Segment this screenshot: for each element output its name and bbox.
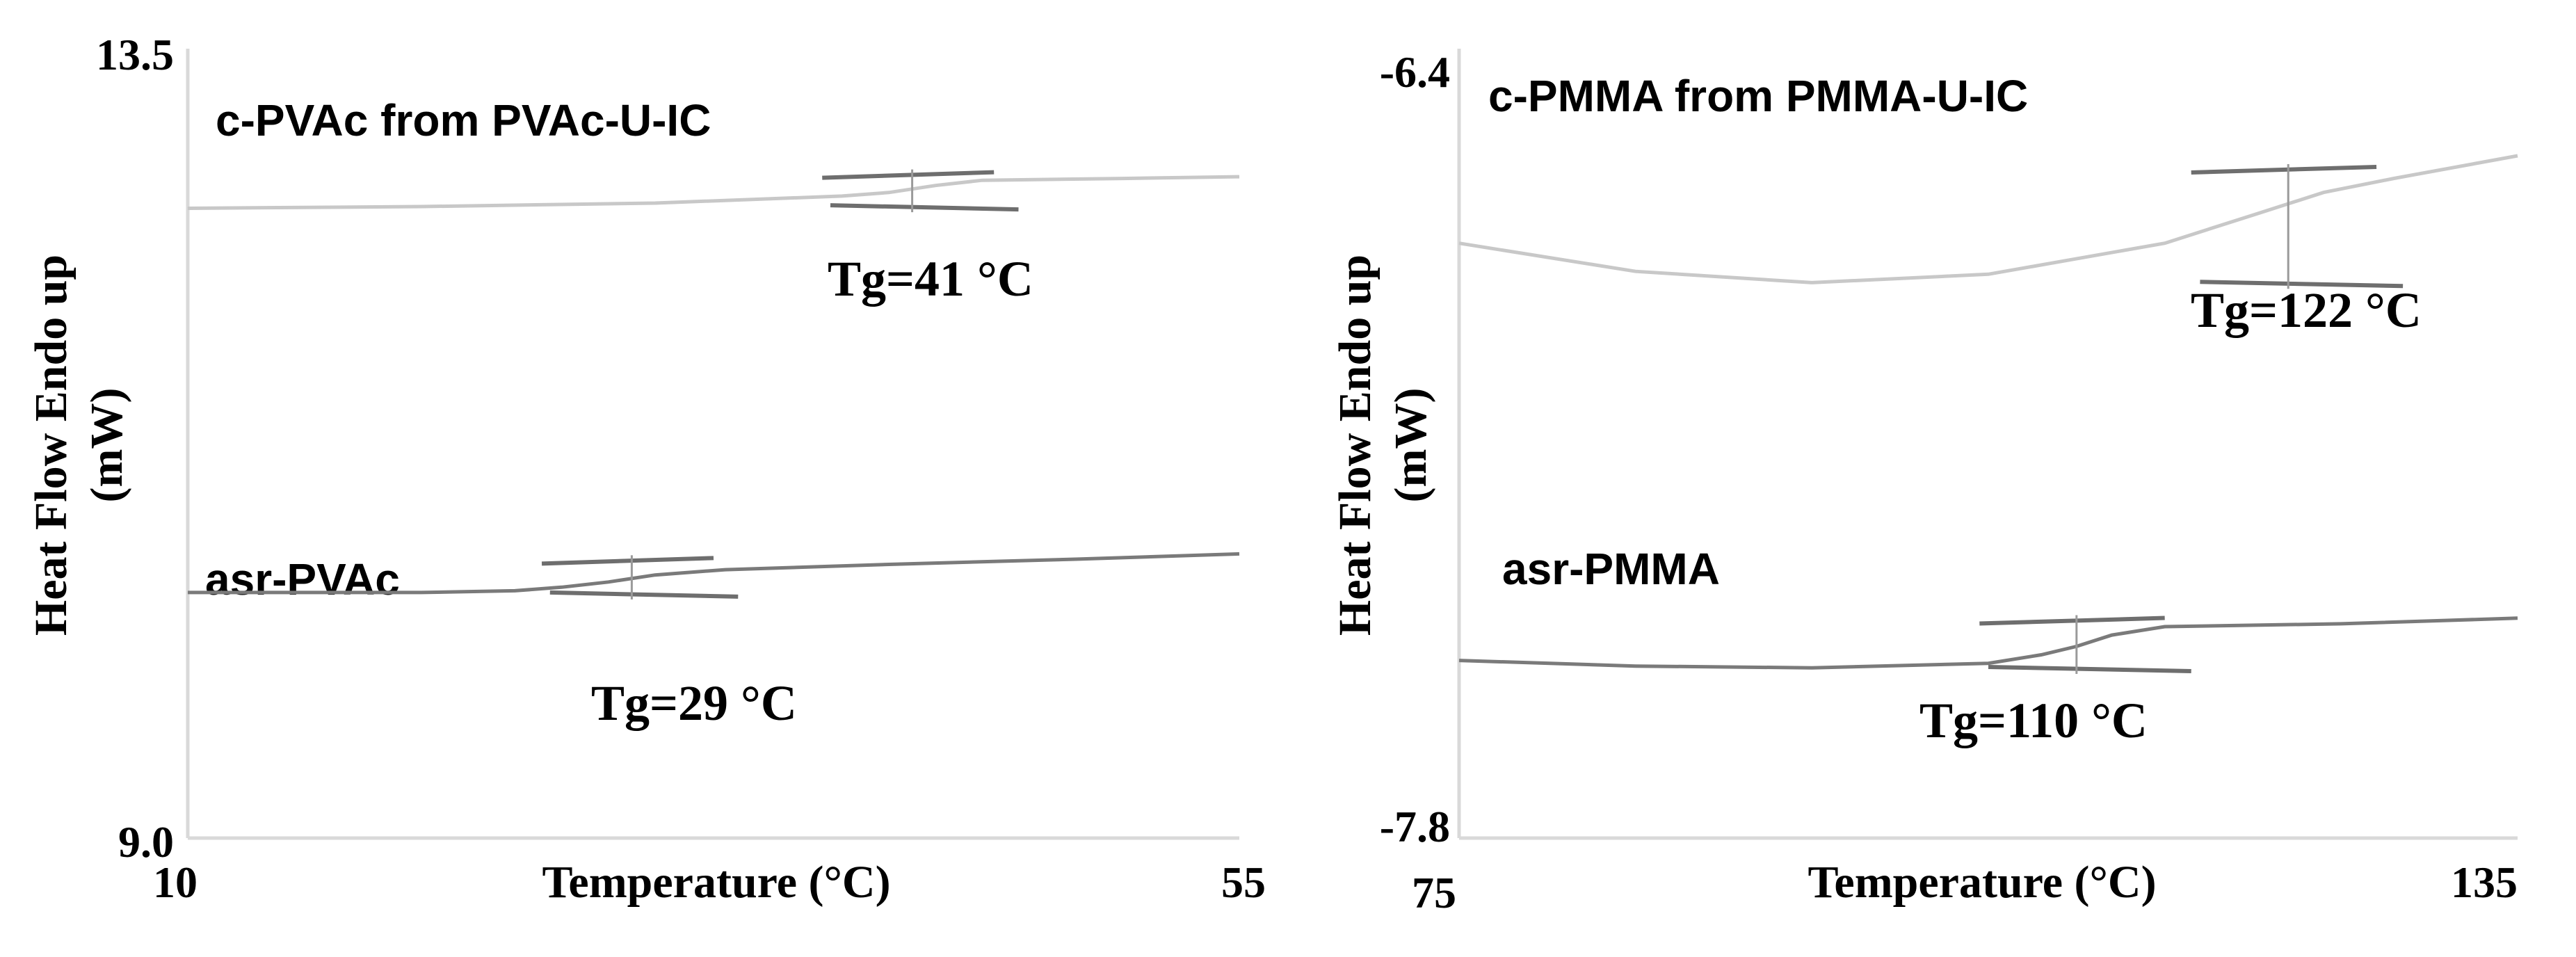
right-series-1-tg: Tg=122 °C [2191,282,2422,338]
right-x-axis-label: Temperature (°C) [1808,857,2156,908]
right-y-axis-unit: (mW) [1385,388,1436,503]
left-x-tick-end: 55 [1221,858,1266,907]
left-series-1-tg-baseline-high [822,170,995,180]
left-series-2-line [188,552,1240,595]
left-series-2-tg-baseline-high [541,556,714,566]
right-series-2-tg: Tg=110 °C [1919,693,2148,748]
left-series-1-tg: Tg=41 °C [828,251,1033,307]
right-series-2-tg-baseline-low [1988,664,2191,673]
panel-right: -6.4 -7.8 75 135 Heat Flow Endo up (mW) … [1330,47,2518,917]
left-series-2-tg: Tg=29 °C [591,675,797,731]
right-series-1-label: c-PMMA from PMMA-U-IC [1488,71,2028,121]
right-series-1-line [1458,154,2518,284]
right-y-tick-bottom: -7.8 [1380,802,1450,851]
left-series-1-line [187,175,1240,210]
right-series-1-tg-baseline-high [2191,164,2377,175]
left-plot-area [187,169,1240,600]
right-series-2-label: asr-PMMA [1502,544,1720,594]
right-y-axis-label: Heat Flow Endo up [1330,255,1380,636]
right-x-tick-start: 75 [1412,868,1456,917]
left-y-tick-bottom: 9.0 [118,817,174,867]
left-series-2-tg-baseline-low [549,590,739,599]
left-x-tick-start: 10 [153,858,198,907]
left-series-1-label: c-PVAc from PVAc-U-IC [216,95,711,145]
panel-left: 13.5 9.0 10 55 Heat Flow Endo up (mW) Te… [26,30,1266,908]
left-y-axis-label: Heat Flow Endo up [26,255,77,636]
right-series-1-tg-baseline-low [2200,280,2404,289]
right-x-tick-end: 135 [2451,858,2518,907]
left-x-axis-label: Temperature (°C) [542,857,890,908]
left-series-1-tg-baseline-low [830,203,1019,212]
right-series-2-line [1458,616,2518,670]
right-y-tick-top: -6.4 [1380,47,1450,97]
left-y-axis-unit: (mW) [81,388,132,503]
right-plot-area [1458,154,2518,674]
right-series-2-tg-baseline-high [1979,616,2165,626]
left-y-tick-top: 13.5 [96,30,174,79]
left-series-2-label: asr-PVAc [205,554,400,604]
